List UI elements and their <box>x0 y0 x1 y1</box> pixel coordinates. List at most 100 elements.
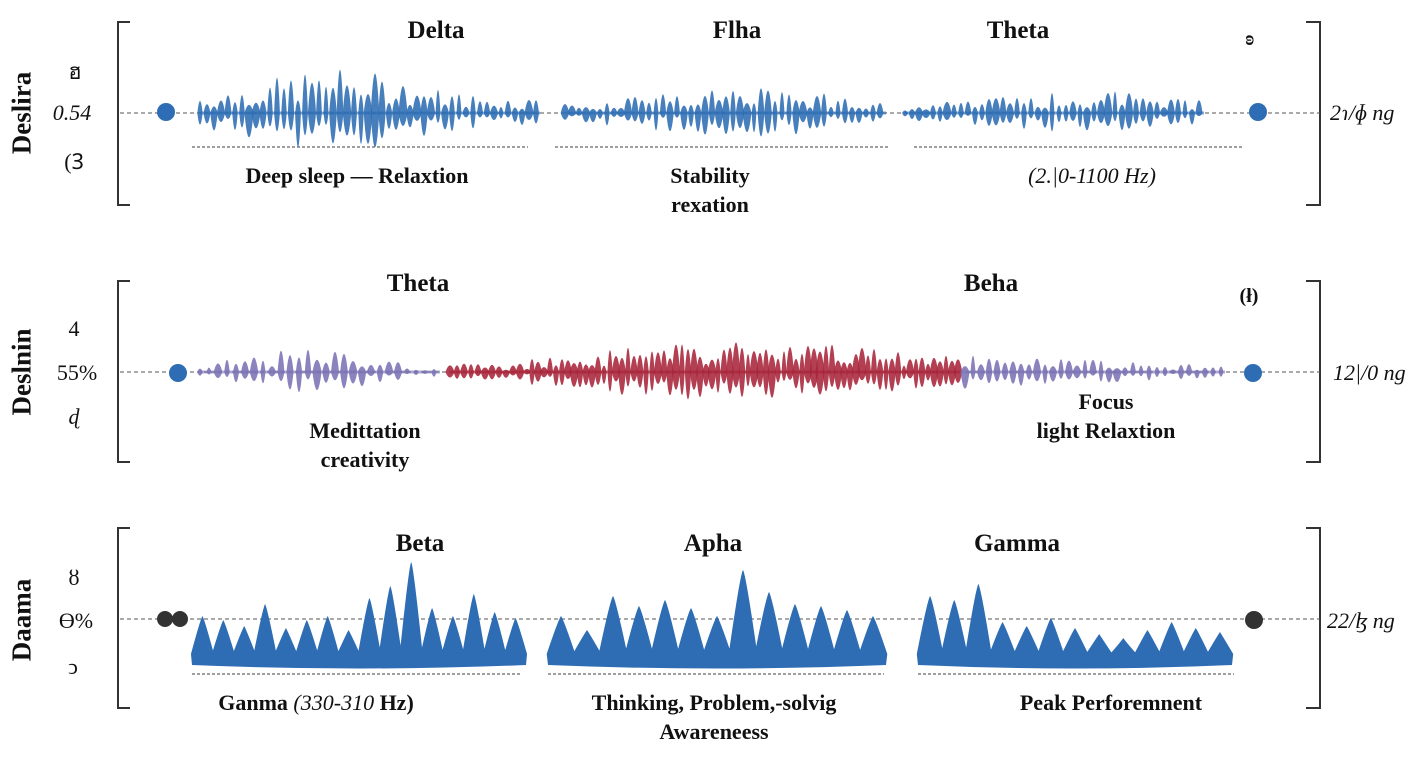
theta-purple-wave <box>224 359 230 377</box>
row1-tick-mid: 0.54 <box>52 100 92 125</box>
beta-red-wave <box>702 363 710 387</box>
alpha-wave <box>806 107 814 129</box>
delta-wave <box>456 94 462 120</box>
beta-purple-wave <box>1032 358 1042 382</box>
row2-side-label: Deslnin <box>6 328 37 416</box>
delta-wave <box>406 104 414 128</box>
theta-purple-wave <box>277 350 285 382</box>
delta-wave <box>412 95 422 121</box>
row2-left-dot <box>169 364 187 382</box>
row2-right-value: 12|/0 ng <box>1333 360 1406 385</box>
theta-wave <box>971 106 979 125</box>
theta-wave <box>1077 104 1083 127</box>
beta-red-wave <box>576 361 584 388</box>
delta-wave <box>224 95 232 120</box>
beta-purple-wave <box>1185 364 1193 376</box>
alpha-wave <box>666 101 674 132</box>
row3-tick-top: ȣ <box>68 565 80 590</box>
beta-red-wave <box>731 342 741 388</box>
theta-wave <box>1041 107 1049 128</box>
beta-red-wave <box>822 345 830 392</box>
beta-red-wave <box>888 358 896 392</box>
beta-red-wave <box>684 349 692 400</box>
delta-wave <box>435 89 441 123</box>
beta-red-wave <box>876 358 884 390</box>
theta-wave <box>1014 98 1020 119</box>
row2-band-title-2: Beha <box>963 270 1019 297</box>
delta-wave <box>251 102 261 129</box>
row1-band-title-3: Theta <box>986 17 1050 44</box>
beta-purple-wave <box>1112 368 1122 383</box>
beta-red-wave <box>666 358 674 396</box>
row1-band-title-2: Flha <box>712 17 762 44</box>
beta-red-wave <box>660 350 668 383</box>
beta-red-wave <box>720 349 728 384</box>
beta-red-wave <box>828 344 836 387</box>
delta-wave <box>232 102 238 130</box>
beta-red-wave <box>654 352 662 384</box>
theta-wave <box>1182 100 1188 119</box>
row2-tick-bottom: ɖ <box>68 404 80 429</box>
beta-purple-wave <box>970 355 976 380</box>
beta-purple-wave <box>1105 367 1113 383</box>
beta-red-wave <box>749 351 759 388</box>
theta-wave <box>1082 107 1092 131</box>
beta-red-wave <box>707 359 717 390</box>
beta-red-wave <box>745 354 751 387</box>
delta-wave <box>329 87 337 144</box>
theta-purple-wave <box>295 357 303 393</box>
beta-red-wave <box>792 358 800 389</box>
beta-red-wave <box>587 365 597 388</box>
delta-wave <box>363 94 373 144</box>
transition-red-wave <box>509 365 517 376</box>
row3-right-value: 22/ɮ ng <box>1327 608 1395 633</box>
theta-wave <box>951 104 957 118</box>
row2-desc-1-line2: creativity <box>320 447 410 472</box>
alpha-wave <box>708 90 716 125</box>
delta-wave <box>336 69 344 133</box>
alpha-peaks <box>546 570 888 669</box>
theta-wave <box>1188 109 1196 125</box>
delta-wave <box>274 77 280 132</box>
row1-right-value: 2ɿ/ɸ ng <box>1330 100 1395 125</box>
beta-red-wave <box>546 357 554 377</box>
beta-red-wave <box>690 348 698 390</box>
row1-right-dot <box>1249 103 1267 121</box>
beta-red-wave <box>864 355 872 384</box>
theta-wave <box>942 101 952 121</box>
beta-red-wave <box>625 347 631 387</box>
beta-purple-wave <box>1017 363 1025 386</box>
row1-tick-bottom: (Ꝫ <box>64 149 84 174</box>
row1-left-dot <box>157 103 175 121</box>
row1-tick-top: ฮ <box>68 59 82 84</box>
row1-desc-2-line2: rexation <box>671 192 749 217</box>
delta-wave <box>385 103 393 129</box>
beta-red-wave <box>913 358 919 389</box>
theta-purple-wave <box>366 364 376 376</box>
delta-wave <box>370 73 380 148</box>
alpha-wave <box>680 105 688 130</box>
row3-band-title-3: Gamma <box>973 530 1061 557</box>
row1-band-title-1: Delta <box>407 17 465 44</box>
row1-desc-3: (2.|0-1100 Hz) <box>1028 163 1156 188</box>
delta-wave <box>244 104 254 138</box>
row1-side-label: Deslira <box>6 71 37 155</box>
alpha-wave <box>751 103 757 133</box>
theta-wave <box>1118 104 1126 131</box>
row3-desc-1-main: Ganma <box>218 690 288 715</box>
beta-purple-wave <box>1048 366 1058 382</box>
row3-left-dot-a <box>157 611 173 627</box>
alpha-wave <box>589 108 597 123</box>
row2-desc-1: Medittation creativity <box>309 416 420 474</box>
beta-red-wave <box>679 344 685 396</box>
row2-waveform <box>197 342 1225 400</box>
beta-red-wave <box>630 356 638 382</box>
alpha-wave <box>581 107 591 123</box>
delta-wave <box>378 81 386 139</box>
transition-red-wave <box>474 364 482 377</box>
beta-red-wave <box>569 363 579 387</box>
row1-desc-2: Stability rexation <box>670 161 749 219</box>
theta-purple-wave <box>249 357 259 382</box>
beta-purple-wave <box>1042 364 1048 384</box>
beta-red-wave <box>781 351 787 381</box>
